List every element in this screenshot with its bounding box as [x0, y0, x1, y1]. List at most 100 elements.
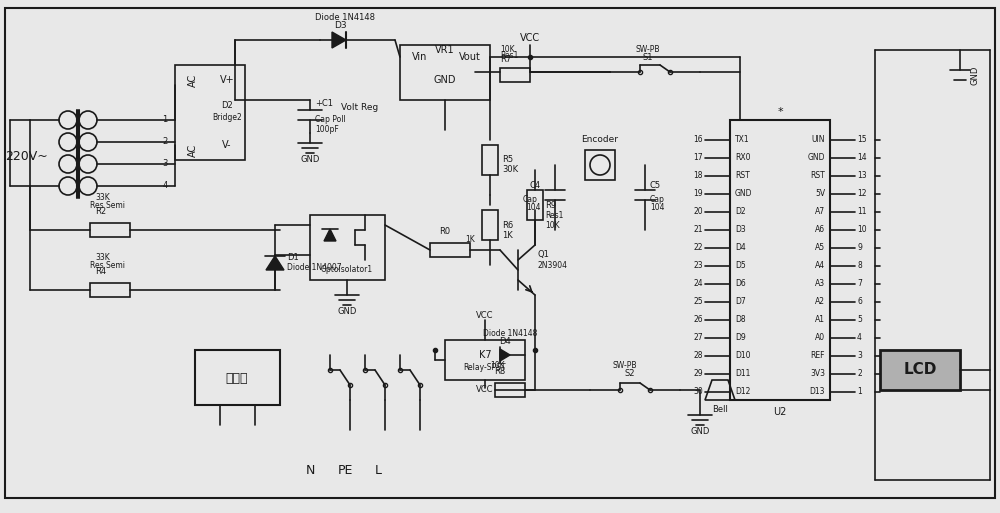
- Text: A6: A6: [815, 226, 825, 234]
- Text: U2: U2: [773, 407, 787, 417]
- Text: AC: AC: [188, 73, 198, 87]
- Text: 21: 21: [694, 226, 703, 234]
- Text: 6: 6: [857, 298, 862, 306]
- Text: D12: D12: [735, 387, 750, 397]
- Text: R6: R6: [502, 221, 513, 229]
- Text: 3: 3: [162, 160, 168, 168]
- Text: 15: 15: [857, 135, 867, 145]
- Text: A5: A5: [815, 244, 825, 252]
- Text: D5: D5: [735, 262, 746, 270]
- Bar: [195, 350, 280, 405]
- Text: 19: 19: [693, 189, 703, 199]
- Text: S2: S2: [625, 368, 635, 378]
- Text: 23: 23: [693, 262, 703, 270]
- Text: 100pF: 100pF: [315, 126, 339, 134]
- Text: GND: GND: [300, 155, 320, 165]
- Bar: [90, 223, 130, 237]
- Text: GND: GND: [337, 307, 357, 317]
- Bar: [430, 243, 470, 257]
- Text: Optoisolator1: Optoisolator1: [321, 266, 373, 274]
- Bar: [175, 65, 245, 160]
- Text: D10: D10: [735, 351, 750, 361]
- Text: S1: S1: [643, 52, 653, 62]
- Text: Res Semi: Res Semi: [90, 201, 125, 209]
- Text: 5V: 5V: [815, 189, 825, 199]
- Text: Cap: Cap: [650, 195, 665, 205]
- Text: 10K: 10K: [500, 46, 515, 54]
- Text: Cap: Cap: [523, 195, 537, 205]
- Text: R4: R4: [95, 267, 106, 277]
- Text: D11: D11: [735, 369, 750, 379]
- Text: VCC: VCC: [476, 310, 494, 320]
- Bar: [482, 145, 498, 175]
- Bar: [880, 350, 960, 390]
- Text: V+: V+: [220, 75, 234, 85]
- Text: R9: R9: [545, 201, 556, 209]
- Bar: [585, 150, 615, 180]
- Text: N: N: [305, 464, 315, 477]
- Text: GND: GND: [735, 189, 753, 199]
- Text: R5: R5: [502, 155, 513, 165]
- Text: 33K: 33K: [95, 253, 110, 263]
- Text: 2: 2: [162, 137, 168, 147]
- Text: 220V~: 220V~: [5, 149, 48, 163]
- Polygon shape: [332, 32, 346, 48]
- Text: Vin: Vin: [412, 52, 428, 62]
- Bar: [90, 283, 130, 297]
- Text: *: *: [777, 107, 783, 117]
- Text: 104: 104: [526, 204, 540, 212]
- Bar: [527, 190, 543, 220]
- Text: 22: 22: [694, 244, 703, 252]
- Text: 3V3: 3V3: [810, 369, 825, 379]
- Text: D4: D4: [499, 337, 511, 345]
- Text: D4: D4: [735, 244, 746, 252]
- Text: Diode 1N4148: Diode 1N4148: [483, 329, 537, 339]
- Text: SW-PB: SW-PB: [636, 46, 660, 54]
- Text: 1: 1: [857, 387, 862, 397]
- Text: 10K: 10K: [491, 361, 505, 369]
- Text: 104: 104: [650, 204, 664, 212]
- Text: V-: V-: [222, 140, 232, 150]
- Text: 8: 8: [857, 262, 862, 270]
- Text: 10: 10: [857, 226, 867, 234]
- Text: D3: D3: [334, 21, 346, 30]
- Text: A4: A4: [815, 262, 825, 270]
- Text: VCC: VCC: [520, 33, 540, 43]
- Text: D2: D2: [221, 101, 233, 109]
- Text: RST: RST: [735, 171, 750, 181]
- Text: 13: 13: [857, 171, 867, 181]
- Polygon shape: [324, 229, 336, 241]
- Polygon shape: [266, 256, 284, 270]
- Text: 29: 29: [693, 369, 703, 379]
- Text: Encoder: Encoder: [582, 135, 618, 145]
- Text: C5: C5: [650, 181, 661, 189]
- Text: K7: K7: [479, 350, 491, 360]
- Text: A7: A7: [815, 207, 825, 216]
- Text: +C1: +C1: [315, 98, 333, 108]
- Text: 14: 14: [857, 153, 867, 163]
- Text: 18: 18: [694, 171, 703, 181]
- Text: AC: AC: [188, 143, 198, 156]
- Text: GND: GND: [690, 427, 710, 437]
- Text: 30: 30: [693, 387, 703, 397]
- Text: RST: RST: [810, 171, 825, 181]
- Text: A1: A1: [815, 315, 825, 325]
- Text: 4: 4: [162, 182, 168, 190]
- Text: R2: R2: [95, 207, 106, 216]
- Text: Q1: Q1: [538, 250, 550, 260]
- Text: GND: GND: [434, 75, 456, 85]
- Text: 11: 11: [857, 207, 866, 216]
- Text: D1: D1: [287, 252, 299, 262]
- Text: R8: R8: [494, 367, 506, 377]
- Text: Relay-SPST: Relay-SPST: [464, 363, 506, 371]
- Text: 9: 9: [857, 244, 862, 252]
- Text: GND: GND: [970, 65, 980, 85]
- Text: 20: 20: [693, 207, 703, 216]
- Text: 26: 26: [693, 315, 703, 325]
- Bar: [445, 340, 525, 380]
- Text: A3: A3: [815, 280, 825, 288]
- Text: PE: PE: [337, 464, 353, 477]
- Text: A2: A2: [815, 298, 825, 306]
- Text: D8: D8: [735, 315, 746, 325]
- Text: R7: R7: [500, 55, 511, 65]
